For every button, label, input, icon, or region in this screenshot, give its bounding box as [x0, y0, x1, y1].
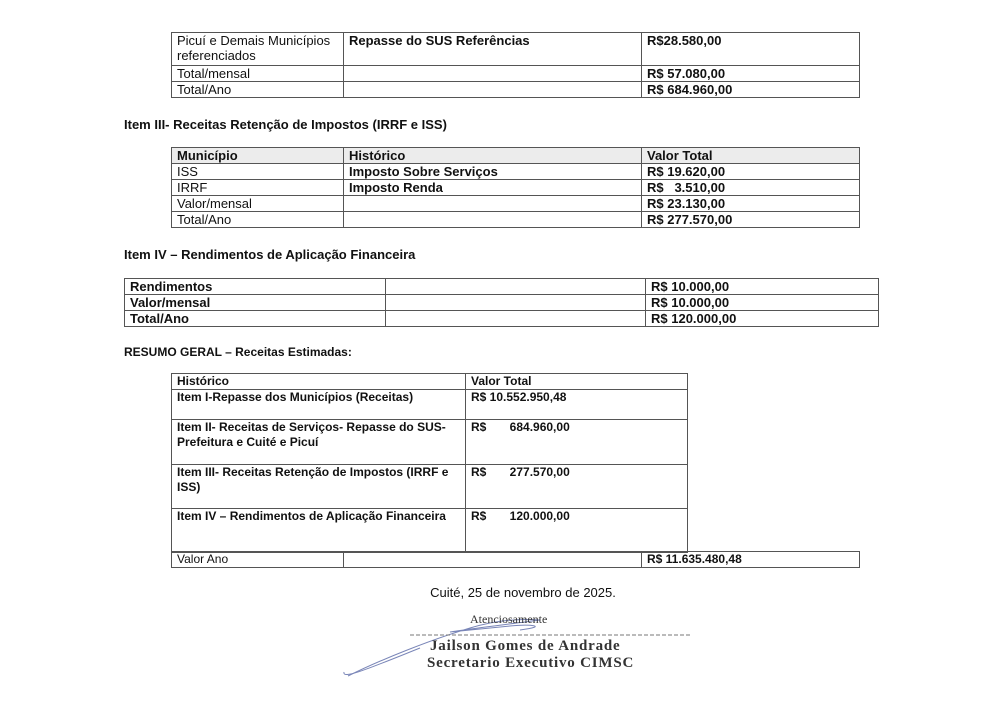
cell: R$ 120.000,00	[645, 310, 879, 327]
salutation: Atenciosamente	[470, 612, 548, 626]
cell: R$ 19.620,00	[641, 163, 860, 180]
total-label: Valor Ano	[171, 551, 344, 568]
column-header: Histórico	[171, 373, 466, 390]
date-line: Cuité, 25 de novembro de 2025.	[430, 585, 616, 600]
column-header: Valor Total	[641, 147, 860, 164]
cell: R$ 10.552.950,48	[465, 389, 688, 420]
cell: Item IV – Rendimentos de Aplicação Finan…	[171, 508, 466, 553]
cell: Item I-Repasse dos Municípios (Receitas)	[171, 389, 466, 420]
cell	[385, 278, 646, 295]
column-header: Histórico	[343, 147, 642, 164]
signature-icon	[343, 619, 690, 677]
cell: R$ 57.080,00	[641, 65, 860, 82]
cell: Item II- Receitas de Serviços- Repasse d…	[171, 419, 466, 465]
resumo-heading: RESUMO GERAL – Receitas Estimadas:	[124, 345, 352, 359]
cell: R$ 10.000,00	[645, 278, 879, 295]
cell: R$ 277.570,00	[465, 464, 688, 509]
cell: Total/mensal	[171, 65, 344, 82]
cell	[343, 551, 642, 568]
cell: R$ 277.570,00	[641, 211, 860, 228]
cell	[385, 294, 646, 311]
cell	[343, 211, 642, 228]
cell: R$ 684.960,00	[465, 419, 688, 465]
cell: Total/Ano	[171, 211, 344, 228]
cell: IRRF	[171, 179, 344, 196]
cell: Imposto Renda	[343, 179, 642, 196]
item3-heading: Item III- Receitas Retenção de Impostos …	[124, 117, 447, 132]
cell	[343, 195, 642, 212]
cell: ISS	[171, 163, 344, 180]
resumo-table: Histórico Valor Total Item I-Repasse dos …	[171, 373, 688, 553]
total-value: R$ 11.635.480,48	[641, 551, 860, 568]
cell: Valor/mensal	[124, 294, 386, 311]
cell: Item III- Receitas Retenção de Impostos …	[171, 464, 466, 509]
column-header: Município	[171, 147, 344, 164]
signer-name: Jailson Gomes de Andrade	[430, 638, 621, 654]
cell	[343, 65, 642, 82]
cell: R$ 3.510,00	[641, 179, 860, 196]
item4-table: Rendimentos R$ 10.000,00 Valor/mensal R$ 1…	[124, 278, 879, 327]
resumo-total-table: Valor Ano R$ 11.635.480,48	[171, 551, 860, 568]
cell: Picuí e Demais Municípios referenciados	[171, 32, 344, 66]
item4-heading: Item IV – Rendimentos de Aplicação Finan…	[124, 247, 416, 262]
cell: R$ 23.130,00	[641, 195, 860, 212]
cell: R$ 684.960,00	[641, 81, 860, 98]
cell: Total/Ano	[124, 310, 386, 327]
item2-table-end: Picuí e Demais Municípios referenciados R…	[171, 32, 860, 98]
cell: Valor/mensal	[171, 195, 344, 212]
cell: R$28.580,00	[641, 32, 860, 66]
cell: Repasse do SUS Referências	[343, 32, 642, 66]
item3-table: Município Histórico Valor Total ISS Imposto…	[171, 147, 860, 228]
cell	[385, 310, 646, 327]
cell: Total/Ano	[171, 81, 344, 98]
cell: Imposto Sobre Serviços	[343, 163, 642, 180]
cell: Rendimentos	[124, 278, 386, 295]
cell	[343, 81, 642, 98]
cell: R$ 10.000,00	[645, 294, 879, 311]
column-header: Valor Total	[465, 373, 688, 390]
cell: R$ 120.000,00	[465, 508, 688, 553]
signer-title: Secretario Executivo CIMSC	[427, 655, 635, 671]
